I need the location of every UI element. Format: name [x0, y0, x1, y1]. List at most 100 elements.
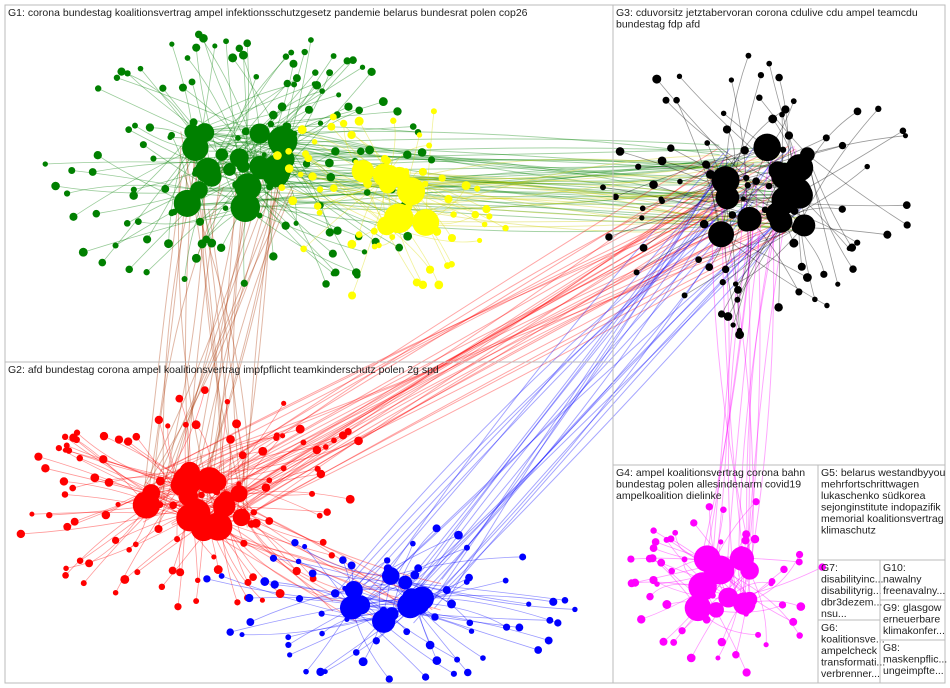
edge	[142, 174, 183, 502]
node	[677, 178, 683, 185]
node	[170, 474, 193, 496]
node	[261, 152, 267, 158]
edge	[151, 492, 332, 556]
node	[753, 133, 781, 162]
node	[755, 631, 762, 638]
node	[101, 510, 111, 520]
edge	[181, 138, 720, 150]
node	[322, 280, 330, 288]
node	[650, 527, 657, 534]
edge	[351, 607, 550, 621]
node	[796, 602, 806, 611]
edge	[206, 578, 411, 606]
node	[273, 151, 282, 160]
group-label: G4: ampel koalitionsvertrag corona bahn	[616, 467, 805, 479]
group-label: bundestag polen allesindenarm covid19	[616, 479, 801, 491]
node	[281, 400, 287, 406]
edge	[242, 60, 348, 167]
node	[300, 245, 307, 253]
group-label: ampelcheck	[821, 645, 878, 657]
edge	[196, 190, 783, 521]
edge	[403, 224, 728, 611]
edge	[191, 111, 398, 133]
edge	[641, 213, 778, 219]
node	[824, 302, 830, 309]
node	[678, 627, 686, 635]
node	[481, 221, 488, 228]
node	[381, 567, 400, 585]
edge	[165, 217, 768, 470]
edge	[256, 172, 723, 470]
node	[412, 278, 421, 287]
node	[211, 554, 217, 560]
node	[785, 181, 813, 209]
node	[123, 437, 133, 446]
node	[681, 556, 688, 563]
node	[308, 490, 316, 497]
node	[292, 566, 301, 576]
group-label: freenavalny...	[883, 585, 945, 597]
node	[250, 509, 258, 516]
node	[703, 161, 711, 169]
edge	[246, 522, 418, 593]
edge	[268, 159, 779, 170]
node	[266, 477, 273, 484]
edge	[186, 154, 225, 468]
node	[345, 494, 355, 504]
node	[61, 491, 69, 498]
node	[238, 451, 247, 460]
node	[292, 74, 301, 83]
edge	[283, 180, 773, 194]
edge	[235, 219, 789, 499]
node	[344, 428, 352, 436]
node	[297, 125, 307, 135]
node	[797, 262, 806, 271]
node	[46, 511, 53, 519]
edge	[709, 191, 747, 592]
edge	[64, 436, 152, 494]
edge	[428, 158, 752, 176]
node	[125, 265, 133, 274]
group-label: G3: cduvorsitz jetztabervoran corona cdu…	[616, 7, 918, 19]
node	[450, 211, 457, 218]
node	[258, 446, 268, 456]
node	[80, 580, 87, 587]
edge	[298, 560, 384, 622]
node	[188, 78, 196, 86]
edge	[274, 584, 411, 606]
node	[124, 70, 131, 77]
node	[164, 239, 173, 249]
node	[308, 569, 317, 578]
node	[265, 517, 274, 525]
node	[213, 494, 236, 517]
node	[241, 127, 250, 136]
node	[319, 538, 327, 546]
node	[313, 202, 322, 210]
edge	[183, 174, 250, 468]
node	[287, 652, 293, 658]
node	[295, 558, 302, 565]
edge	[66, 184, 200, 194]
node	[351, 268, 361, 277]
node	[279, 433, 286, 439]
node	[657, 156, 667, 166]
edge	[217, 449, 318, 527]
group-label: sejonginstitute indopazifik	[821, 502, 941, 514]
node	[461, 181, 471, 191]
node	[295, 424, 305, 434]
node	[447, 599, 456, 609]
group-label: lukaschenko südkorea	[821, 490, 926, 502]
node	[173, 189, 201, 217]
node	[159, 84, 167, 92]
node	[207, 238, 217, 248]
edge	[152, 186, 225, 495]
edge	[171, 173, 791, 525]
edge	[383, 174, 735, 229]
node	[283, 79, 292, 88]
node	[308, 172, 317, 181]
node	[85, 559, 94, 568]
edge	[266, 163, 732, 184]
edge	[198, 155, 761, 207]
edge	[368, 177, 720, 591]
